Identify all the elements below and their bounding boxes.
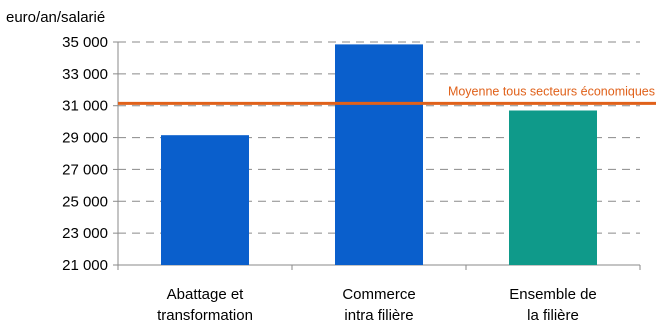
x-tick-labels: Abattage et transformation Commerce intra f… [157, 286, 597, 324]
x-tick-label: Ensemble de [509, 286, 597, 303]
y-tick-label: 35 000 [62, 34, 108, 51]
bar [161, 135, 249, 265]
y-tick-label: 25 000 [62, 193, 108, 210]
reference-line-group: Moyenne tous secteurs économiques [118, 84, 656, 105]
x-tick-label: Commerce [342, 286, 415, 303]
bar [335, 44, 423, 266]
y-tick-label: 23 000 [62, 225, 108, 242]
y-tick-label: 29 000 [62, 130, 108, 147]
y-tick-label: 27 000 [62, 161, 108, 178]
x-tick-label: la filière [527, 307, 579, 324]
bars [161, 44, 597, 266]
y-tick-labels: 21 000 23 000 25 000 27 000 29 000 31 000 33 0… [62, 34, 108, 274]
reference-line-label: Moyenne tous secteurs économiques [448, 84, 655, 98]
y-tick-label: 31 000 [62, 98, 108, 115]
x-tick-label: transformation [157, 307, 253, 324]
y-tick-label: 21 000 [62, 257, 108, 274]
y-axis-unit-label: euro/an/salarié [6, 9, 105, 26]
x-tick-label: intra filière [344, 307, 413, 324]
y-tick-label: 33 000 [62, 66, 108, 83]
x-tick-label: Abattage et [167, 286, 245, 303]
bar [509, 110, 597, 265]
